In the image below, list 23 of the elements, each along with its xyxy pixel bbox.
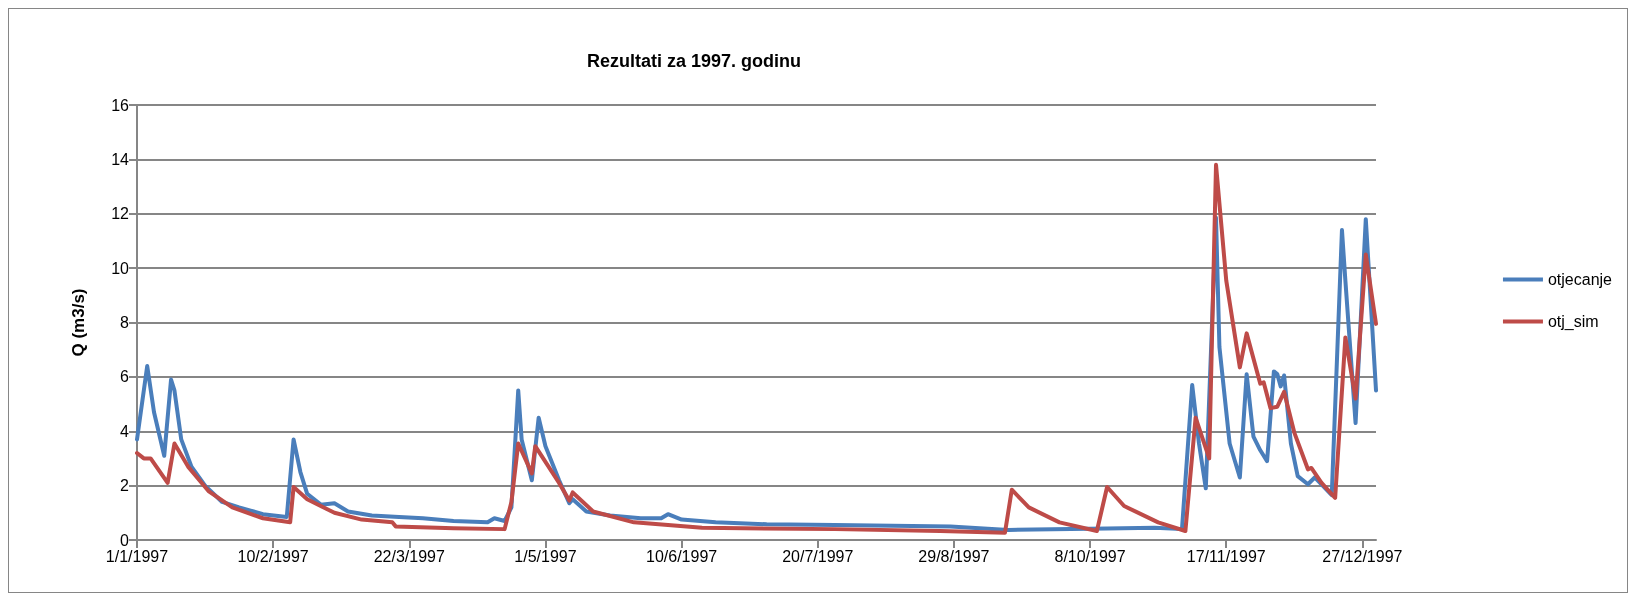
x-tick-label: 27/12/1997 bbox=[1322, 547, 1403, 565]
y-tick-label: 2 bbox=[120, 477, 130, 495]
x-tick-label: 8/10/1997 bbox=[1054, 547, 1126, 565]
legend-label: otj_sim bbox=[1547, 313, 1599, 331]
y-tick-label: 6 bbox=[120, 368, 130, 386]
x-tick-label: 29/8/1997 bbox=[918, 547, 990, 565]
x-tick-label: 22/3/1997 bbox=[373, 547, 445, 565]
x-tick-label: 10/2/1997 bbox=[237, 547, 309, 565]
x-tick-label: 1/1/1997 bbox=[105, 547, 169, 565]
y-tick-label: 8 bbox=[120, 314, 130, 331]
y-tick-label: 4 bbox=[120, 422, 130, 440]
y-tick-label: 14 bbox=[111, 150, 130, 168]
y-tick-label: 16 bbox=[111, 96, 130, 114]
chart-title: Rezultati za 1997. godinu bbox=[586, 51, 802, 71]
y-tick-label: 10 bbox=[111, 259, 130, 277]
x-tick-label: 20/7/1997 bbox=[782, 547, 854, 565]
x-tick-label: 10/6/1997 bbox=[646, 547, 718, 565]
x-tick-label: 1/5/1997 bbox=[514, 547, 577, 565]
y-tick-label: 12 bbox=[111, 205, 130, 223]
y-axis-title: Q (m3/s) bbox=[69, 288, 88, 357]
legend-label: otjecanje bbox=[1547, 271, 1613, 288]
y-tick-label: 0 bbox=[120, 531, 130, 549]
x-tick-label: 17/11/1997 bbox=[1186, 547, 1266, 565]
